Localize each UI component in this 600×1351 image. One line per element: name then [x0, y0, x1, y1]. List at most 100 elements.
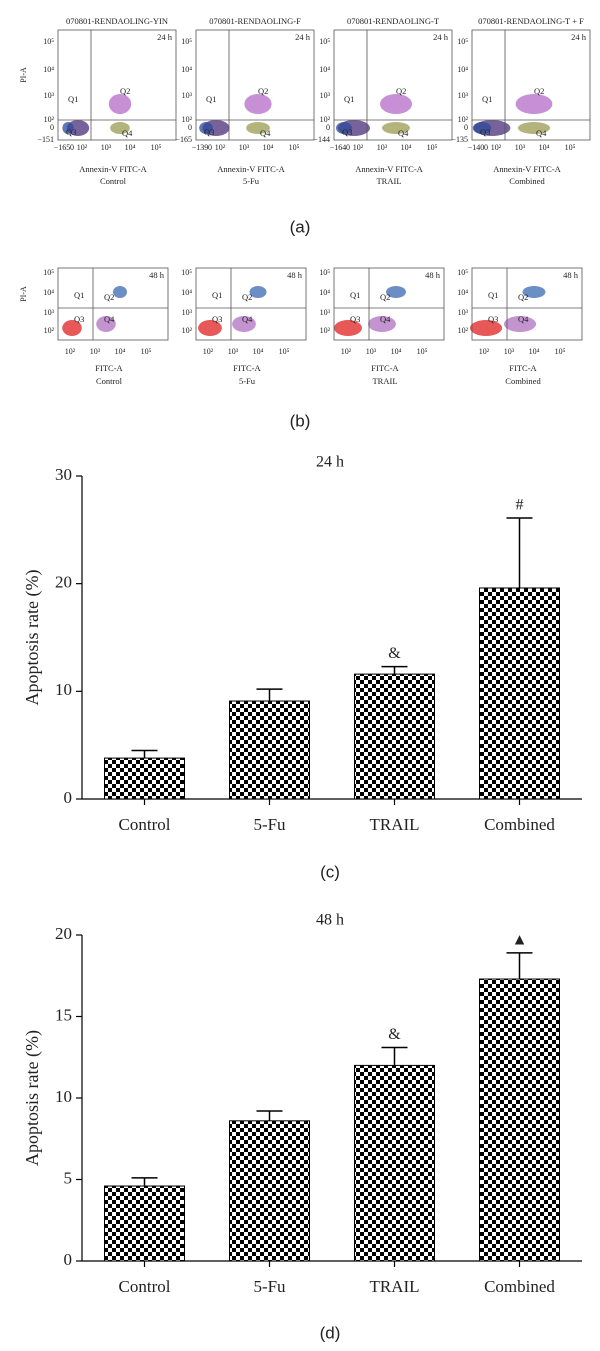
x-tick-label: 10⁵: [279, 347, 290, 356]
y-tick-label: −151: [37, 135, 54, 144]
cell-cluster: [96, 316, 116, 332]
y-tick-label: 10³: [182, 308, 193, 317]
quadrant-label: Q4: [242, 314, 253, 324]
x-tick-label: 0: [70, 143, 74, 152]
quadrant-label: Q4: [536, 128, 547, 138]
y-tick-label: 10²: [458, 326, 469, 335]
quadrant-label: Q4: [260, 128, 271, 138]
quadrant-label: Q4: [104, 314, 115, 324]
error-bar: [381, 1046, 408, 1066]
y-tick-label: 10⁵: [43, 268, 54, 277]
time-label: 48 h: [149, 270, 165, 280]
time-label: 24 h: [571, 32, 587, 42]
x-tick-label: 0: [484, 143, 488, 152]
cell-cluster: [66, 120, 90, 136]
group-label: Combined: [505, 376, 541, 386]
cell-cluster: [244, 94, 272, 114]
x-tick-label: 10²: [491, 143, 502, 152]
y-tick-label: −165: [175, 135, 192, 144]
quadrant-label: Q3: [342, 127, 352, 137]
cell-cluster: [334, 320, 362, 336]
error-bar: [131, 749, 158, 759]
cell-cluster: [386, 286, 406, 298]
cell-cluster: [199, 122, 213, 134]
y-tick-label: 10⁵: [181, 37, 192, 46]
x-tick-label: Control: [119, 815, 171, 834]
time-label: 24 h: [157, 32, 173, 42]
group-label: Control: [100, 176, 127, 186]
cell-cluster: [113, 286, 127, 298]
cell-cluster: [380, 94, 412, 114]
plot-frame: [333, 29, 453, 141]
x-tick-label: 10⁴: [263, 143, 274, 152]
cell-cluster: [198, 320, 222, 336]
panel-caption: (a): [290, 217, 311, 236]
quadrant-label: Q4: [380, 314, 391, 324]
y-tick-label: 10²: [182, 115, 193, 124]
cell-cluster: [246, 122, 270, 134]
bar: [354, 673, 435, 800]
y-tick-label: 10⁴: [181, 288, 192, 297]
y-tick-label: 10⁴: [319, 65, 330, 74]
y-tick-label: 0: [326, 123, 330, 132]
bar: [479, 978, 560, 1262]
quadrant-label: Q4: [398, 128, 409, 138]
x-tick-label: 10⁵: [555, 347, 566, 356]
y-tick-label: 10²: [44, 326, 55, 335]
time-label: 48 h: [287, 270, 303, 280]
y-tick-label: 10³: [458, 91, 469, 100]
bar: [479, 587, 560, 800]
x-tick-label: Combined: [484, 1277, 555, 1296]
x-tick-label: Combined: [484, 815, 555, 834]
y-tick-label: 10: [55, 680, 72, 699]
y-tick-label: 10⁴: [43, 65, 54, 74]
y-tick-label: 10³: [320, 308, 331, 317]
x-axis-label: Annexin-V FITC-A: [355, 164, 423, 174]
x-tick-label: 0: [208, 143, 212, 152]
bar: [229, 700, 310, 800]
x-tick-label: 10²: [203, 347, 214, 356]
quadrant-label: Q4: [518, 314, 529, 324]
y-tick-label: 10²: [44, 115, 55, 124]
error-bar: [381, 665, 408, 675]
y-tick-label: 15: [55, 1005, 72, 1024]
x-tick-label: 10²: [65, 347, 76, 356]
quadrant-label: Q2: [258, 86, 268, 96]
y-tick-label: 10²: [320, 326, 331, 335]
x-tick-label: 10³: [101, 143, 112, 152]
x-tick-label: 10²: [215, 143, 226, 152]
x-tick-label: −164: [330, 143, 347, 152]
cell-cluster: [108, 94, 132, 114]
x-tick-label: 10²: [353, 143, 364, 152]
y-tick-label: 0: [464, 123, 468, 132]
x-tick-label: 10²: [341, 347, 352, 356]
y-tick-label: 10⁵: [319, 37, 330, 46]
x-tick-label: 10⁵: [565, 143, 576, 152]
group-label: TRAIL: [372, 376, 397, 386]
time-label: 48 h: [563, 270, 579, 280]
y-axis-label: PI-A: [19, 286, 28, 302]
quadrant-label: Q3: [74, 314, 84, 324]
x-tick-label: 10⁵: [417, 347, 428, 356]
group-label: Combined: [509, 176, 545, 186]
quadrant-label: Q2: [380, 292, 390, 302]
x-tick-label: 10⁵: [427, 143, 438, 152]
error-bar: [256, 688, 283, 702]
x-tick-label: 10³: [504, 347, 515, 356]
y-tick-label: 0: [64, 788, 73, 807]
quadrant-label: Q2: [396, 86, 406, 96]
y-tick-label: 0: [188, 123, 192, 132]
x-tick-label: 10³: [377, 143, 388, 152]
panel-caption: (d): [320, 1323, 341, 1342]
y-tick-label: 10²: [458, 115, 469, 124]
bar: [229, 1120, 310, 1262]
quadrant-label: Q3: [66, 127, 76, 137]
cell-cluster: [336, 122, 352, 134]
y-tick-label: 10⁴: [457, 65, 468, 74]
y-tick-label: −144: [313, 135, 330, 144]
cell-cluster: [62, 122, 74, 134]
x-tick-label: 10⁴: [115, 347, 126, 356]
x-axis-label: Annexin-V FITC-A: [493, 164, 561, 174]
plot-frame: [57, 267, 169, 341]
x-tick-label: 0: [346, 143, 350, 152]
